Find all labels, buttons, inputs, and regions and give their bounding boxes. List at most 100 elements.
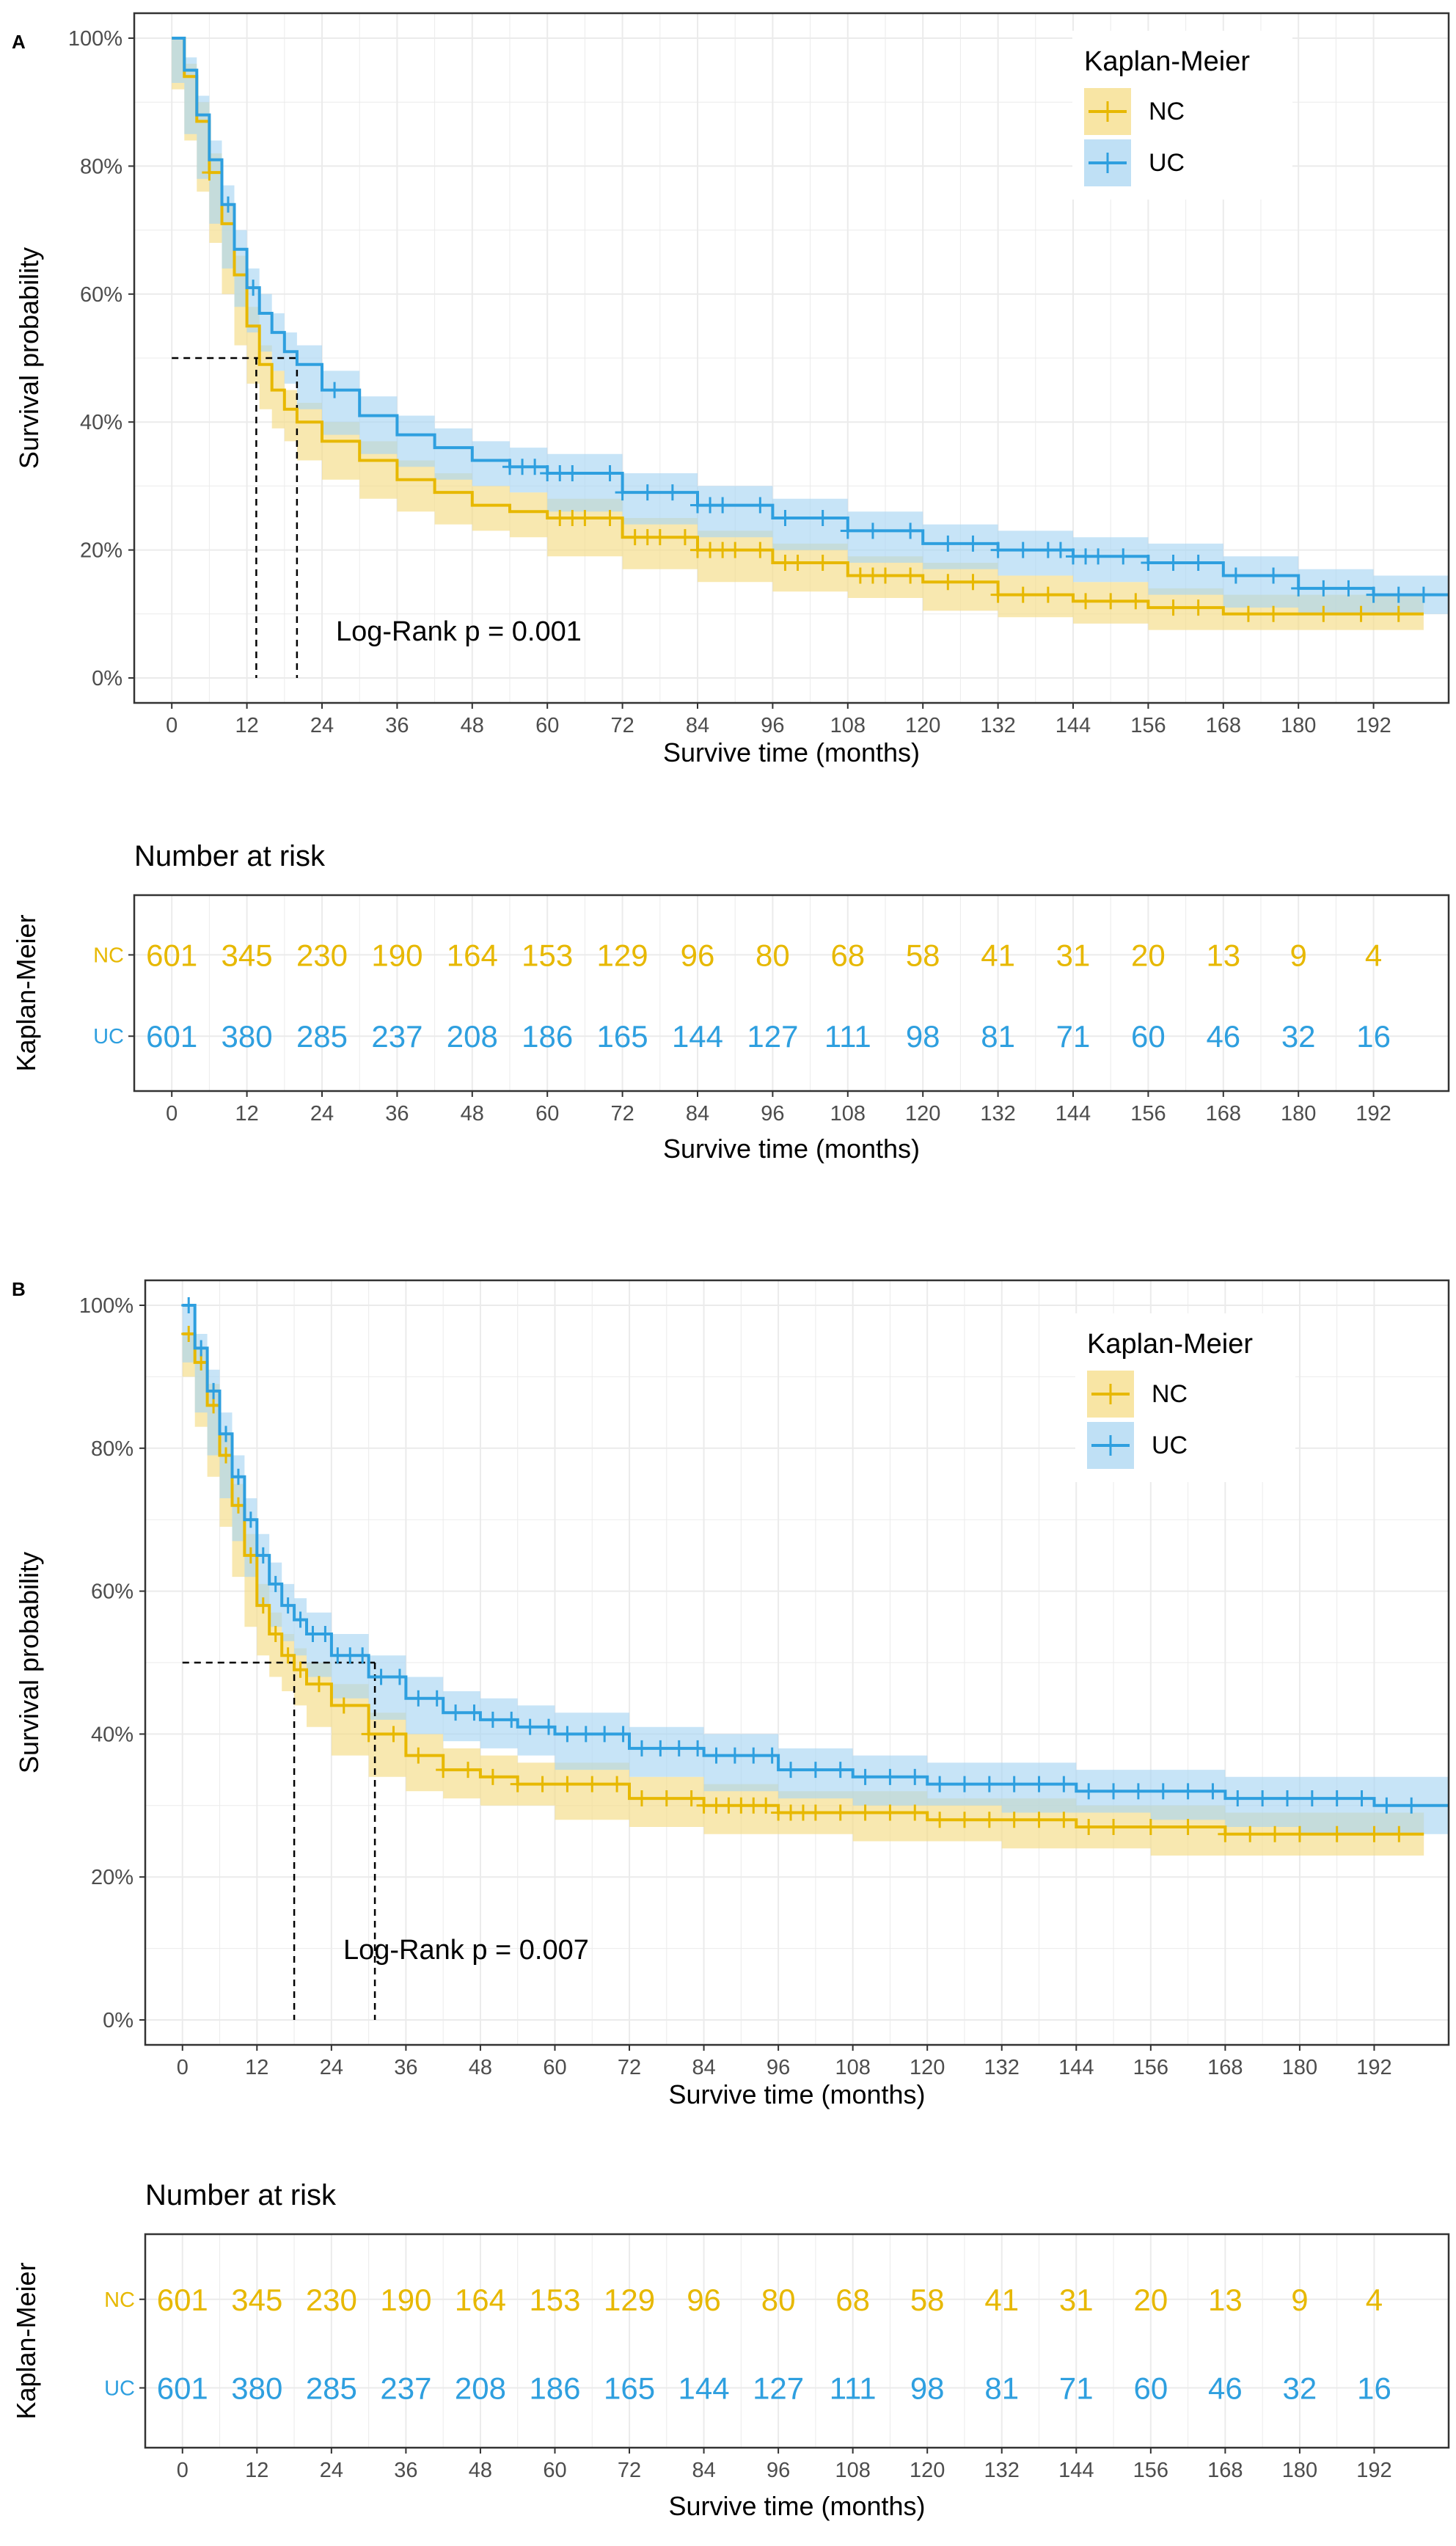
censor-mark xyxy=(535,1776,550,1792)
risk-count-uc: 208 xyxy=(455,2371,506,2406)
x-tick-label: 96 xyxy=(767,2056,790,2079)
censor-mark xyxy=(1267,1825,1283,1842)
risk-count-nc: 58 xyxy=(910,2283,945,2317)
censor-mark xyxy=(721,1797,736,1814)
censor-mark xyxy=(411,1690,426,1707)
legend-title: Kaplan-Meier xyxy=(1087,1329,1253,1360)
censor-mark xyxy=(577,510,593,526)
x-tick-label: 108 xyxy=(830,714,866,737)
censor-mark xyxy=(1106,1783,1122,1800)
censor-mark xyxy=(1056,1776,1072,1792)
censor-mark xyxy=(485,1711,500,1728)
censor-mark xyxy=(671,1740,687,1757)
censor-mark xyxy=(709,1797,724,1814)
censor-mark xyxy=(640,484,655,501)
risk-count-uc: 285 xyxy=(306,2371,357,2406)
censor-mark xyxy=(1329,1825,1345,1842)
ci-band-uc xyxy=(182,1305,1449,1834)
censor-mark xyxy=(1354,1790,1369,1807)
censor-mark xyxy=(1081,1819,1097,1836)
panel-b: B 0% 20% 40% 60% 80% 100% 0 12 24 36 48 60 72 84 96 108 1… xyxy=(11,1278,1450,2521)
censor-mark xyxy=(728,541,743,558)
censor-mark xyxy=(1180,1783,1196,1800)
risk-x-tick-label: 192 xyxy=(1356,2459,1391,2482)
censor-mark xyxy=(1243,1825,1258,1842)
risk-count-nc: 153 xyxy=(522,938,573,972)
censor-mark xyxy=(502,459,517,475)
risk-x-tick-label: 120 xyxy=(910,2459,945,2482)
censor-mark xyxy=(243,1511,258,1528)
censor-mark xyxy=(1367,1825,1382,1842)
censor-mark xyxy=(865,567,880,584)
risk-count-nc: 68 xyxy=(830,938,865,972)
legend-label-nc: NC xyxy=(1149,98,1185,125)
risk-x-tick-label: 12 xyxy=(245,2459,268,2482)
x-tick-label: 48 xyxy=(461,714,484,737)
censor-mark xyxy=(181,1297,197,1313)
risk-x-tick-label: 132 xyxy=(980,1102,1015,1126)
censor-mark xyxy=(565,464,580,481)
censor-mark xyxy=(467,1704,482,1721)
censor-mark xyxy=(1143,1819,1158,1836)
censor-mark xyxy=(703,497,718,514)
censor-mark xyxy=(1190,599,1206,616)
risk-count-nc: 164 xyxy=(447,938,498,972)
censor-mark xyxy=(981,1812,997,1828)
risk-x-tick-label: 72 xyxy=(618,2459,641,2482)
risk-count-nc: 190 xyxy=(371,938,422,972)
y-tick-label: 100% xyxy=(79,1294,133,1318)
censor-marks-nc xyxy=(202,164,1406,622)
censor-mark xyxy=(1228,567,1243,584)
risk-count-nc: 129 xyxy=(597,938,648,972)
censor-mark xyxy=(1230,1790,1245,1807)
censor-mark xyxy=(684,1790,699,1807)
censor-mark xyxy=(1266,567,1281,584)
risk-count-uc: 32 xyxy=(1283,2371,1317,2406)
risk-count-uc: 285 xyxy=(296,1019,348,1054)
risk-row-label-nc: NC xyxy=(93,944,124,967)
risk-x-tick-label: 24 xyxy=(320,2459,343,2482)
risk-count-uc: 98 xyxy=(906,1019,940,1054)
censor-mark xyxy=(1053,541,1068,558)
censor-marks-uc xyxy=(221,196,1431,603)
risk-count-nc: 601 xyxy=(146,938,197,972)
x-tick-label: 60 xyxy=(543,2056,566,2079)
risk-x-tick-label: 144 xyxy=(1056,1102,1091,1126)
censor-mark xyxy=(1031,1776,1047,1792)
censor-mark xyxy=(1329,1790,1345,1807)
risk-count-nc: 153 xyxy=(529,2283,580,2317)
risk-x-tick-label: 108 xyxy=(830,1102,866,1126)
legend-label-uc: UC xyxy=(1149,149,1185,177)
risk-x-tick-label: 168 xyxy=(1207,2459,1243,2482)
risk-table-frame xyxy=(144,2233,1450,2449)
risk-count-uc: 46 xyxy=(1206,1019,1240,1054)
censor-mark xyxy=(690,1740,706,1757)
censor-mark xyxy=(1130,1783,1146,1800)
censor-mark xyxy=(194,1340,209,1357)
risk-y-axis-title: Kaplan-Meier xyxy=(11,914,41,1071)
censor-mark xyxy=(1416,586,1431,603)
risk-x-tick-label: 48 xyxy=(469,2459,492,2482)
censor-mark xyxy=(940,535,956,552)
censor-mark xyxy=(808,1762,823,1779)
x-tick-label: 132 xyxy=(984,2056,1020,2079)
censor-mark xyxy=(783,1762,799,1779)
risk-row-label-uc: UC xyxy=(104,2377,135,2401)
risk-count-nc: 230 xyxy=(306,2283,357,2317)
ci-band-uc xyxy=(172,38,1449,614)
censor-mark xyxy=(1291,580,1306,597)
x-tick-label: 156 xyxy=(1130,714,1166,737)
censor-mark xyxy=(510,1776,525,1792)
censor-mark xyxy=(940,574,956,591)
risk-x-tick-label: 24 xyxy=(310,1102,334,1126)
x-tick-label: 24 xyxy=(310,714,334,737)
censor-mark xyxy=(411,1747,426,1764)
censor-mark xyxy=(585,1776,600,1792)
censor-mark xyxy=(1040,541,1056,558)
risk-table-title: Number at risk xyxy=(145,2179,337,2211)
censor-mark xyxy=(1304,1790,1320,1807)
censor-mark xyxy=(1379,1797,1394,1814)
censor-mark xyxy=(1391,586,1406,603)
censor-mark xyxy=(932,1812,948,1828)
